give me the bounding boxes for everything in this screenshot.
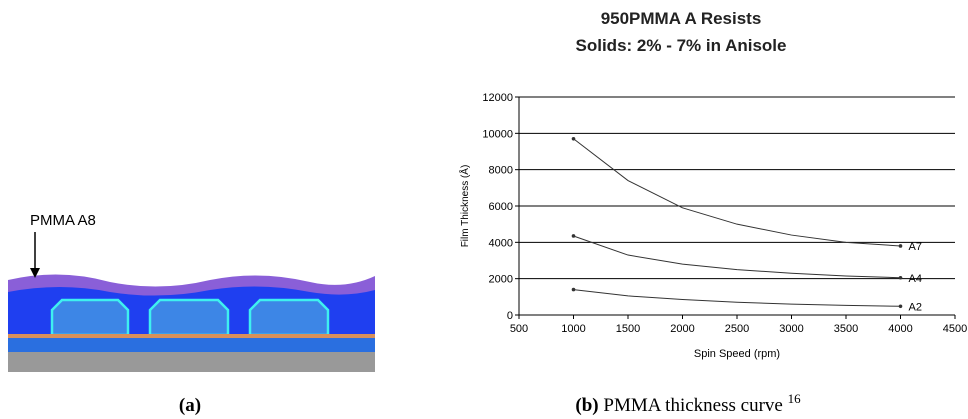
series-label: A2 bbox=[909, 301, 922, 313]
y-tick-label: 8000 bbox=[489, 165, 513, 177]
y-tick-label: 2000 bbox=[489, 274, 513, 286]
bump bbox=[248, 298, 330, 337]
chart-subtitle: Solids: 2% - 7% in Anisole bbox=[576, 36, 787, 55]
series-label: A4 bbox=[909, 273, 922, 285]
line bbox=[573, 138, 901, 247]
line bbox=[573, 289, 901, 307]
layer-diagram: PMMA A8 (a) bbox=[8, 212, 375, 416]
x-tick-label: 4000 bbox=[888, 323, 912, 335]
point bbox=[571, 234, 576, 238]
point bbox=[571, 287, 576, 292]
point bbox=[898, 304, 903, 309]
x-tick-label: 500 bbox=[510, 323, 528, 335]
x-tick-label: 2500 bbox=[725, 323, 749, 335]
caption: (a) bbox=[179, 395, 201, 416]
bump bbox=[50, 298, 130, 337]
x-tick-label: 4500 bbox=[943, 323, 967, 335]
x-tick-label: 2000 bbox=[670, 323, 694, 335]
x-tick-label: 1500 bbox=[616, 323, 640, 335]
caption-text: PMMA thickness curve bbox=[603, 395, 782, 416]
line bbox=[573, 235, 901, 279]
y-tick-label: 10000 bbox=[482, 128, 513, 140]
point bbox=[898, 275, 903, 280]
y-axis-label: Film Thickness (Å) bbox=[458, 165, 471, 248]
x-tick-label: 3000 bbox=[779, 323, 803, 335]
layer-label: PMMA A8 bbox=[30, 212, 96, 229]
x-tick-label: 3500 bbox=[834, 323, 858, 335]
caption: (b) PMMA thickness curve 16 bbox=[575, 391, 801, 416]
arrow-head bbox=[30, 268, 40, 278]
bump bbox=[148, 298, 230, 337]
x-tick-label: 1000 bbox=[561, 323, 585, 335]
point bbox=[898, 244, 903, 248]
y-tick-label: 4000 bbox=[489, 237, 513, 249]
series-label: A7 bbox=[909, 241, 922, 253]
chart-title: 950PMMA A Resists bbox=[601, 9, 762, 28]
y-tick-label: 12000 bbox=[482, 92, 513, 104]
y-tick-label: 0 bbox=[507, 310, 513, 322]
bottom-layer bbox=[8, 337, 375, 352]
caption-label: (b) bbox=[575, 395, 598, 416]
substrate bbox=[8, 350, 375, 372]
point bbox=[571, 136, 576, 141]
metal-line bbox=[8, 334, 375, 338]
caption-ref: 16 bbox=[788, 391, 802, 406]
x-axis-label: Spin Speed (rpm) bbox=[694, 348, 780, 360]
y-tick-label: 6000 bbox=[489, 201, 513, 213]
